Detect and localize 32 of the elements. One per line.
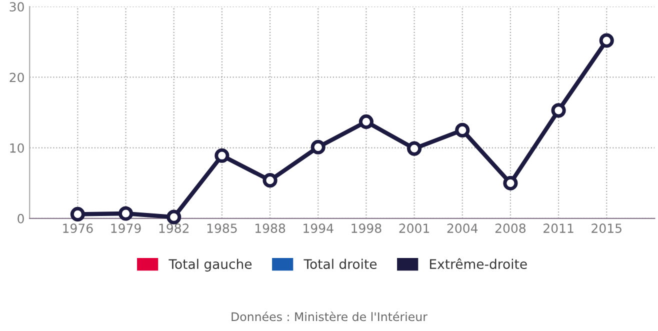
x-tick-label: 2011 <box>544 224 574 233</box>
point <box>406 141 422 156</box>
text: Données : Ministère de l'Intérieur <box>232 312 428 322</box>
point <box>70 206 85 222</box>
legend-label: Extrême-droite <box>430 258 527 270</box>
x-tick-label: 2001 <box>399 224 430 233</box>
legend-label: Total gauche <box>168 258 252 272</box>
x-tick-label: 1998 <box>352 224 382 233</box>
point <box>214 148 230 163</box>
x-tick-label: 2015 <box>592 224 622 233</box>
y-tick-label: 0 <box>18 214 24 224</box>
x-tick-label: 1982 <box>159 224 189 233</box>
x-tick-label: 2004 <box>447 224 478 233</box>
x-tick-label: 1988 <box>256 224 286 233</box>
point <box>166 210 182 224</box>
point <box>551 103 566 118</box>
legend-label: Total droite <box>304 258 377 270</box>
point <box>118 206 134 221</box>
x-tick-label: 1979 <box>111 224 141 233</box>
y-tick-label: 30 <box>10 2 24 12</box>
x-tick-label: 1985 <box>207 224 237 233</box>
point <box>503 176 518 190</box>
point <box>599 33 614 48</box>
x-tick-label: 1976 <box>63 224 93 233</box>
y-tick-label: 10 <box>10 143 24 153</box>
point <box>262 173 278 188</box>
y-tick-label: 20 <box>10 72 24 82</box>
x-tick-label: 2008 <box>495 224 526 233</box>
point <box>455 122 470 138</box>
x-tick-label: 1994 <box>304 224 334 233</box>
point <box>358 114 374 130</box>
point <box>310 140 326 154</box>
